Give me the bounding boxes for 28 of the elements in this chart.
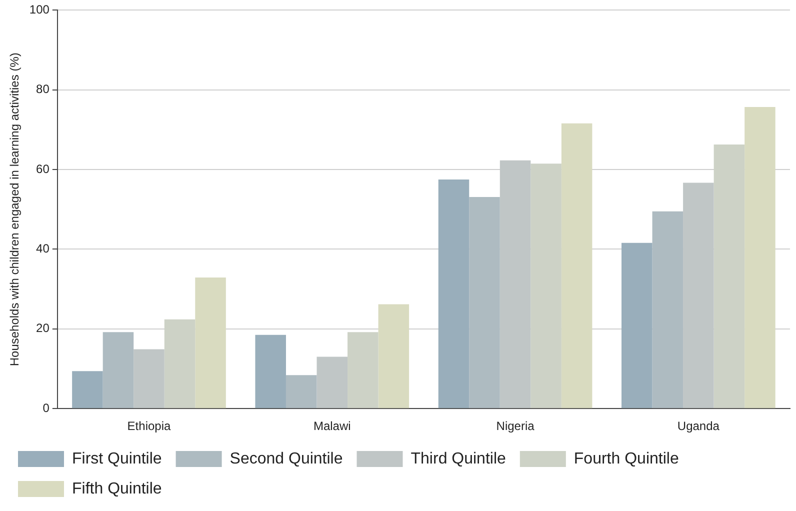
y-axis-title: Households with children engaged in learning activities (%): [8, 52, 22, 366]
bar: [72, 371, 103, 408]
bar: [652, 211, 684, 408]
bar: [622, 242, 652, 408]
legend-label: Third Quintile: [410, 450, 506, 468]
bar: [683, 182, 714, 408]
legend-label: Fifth Quintile: [72, 480, 162, 498]
x-tick-label: Malawi: [313, 419, 351, 434]
y-tick-label: 60: [36, 162, 50, 176]
bar: [286, 375, 317, 408]
x-tick-label: Uganda: [677, 419, 720, 434]
y-tick-label: 20: [36, 321, 50, 336]
x-tick-label: Nigeria: [496, 419, 535, 434]
y-tick-label: 0: [42, 400, 50, 415]
y-tick-label: 100: [29, 2, 50, 17]
y-tick-label: 40: [36, 242, 50, 256]
bar: [438, 180, 470, 408]
bar: [500, 160, 531, 408]
bar: [316, 356, 348, 408]
bar: [255, 334, 286, 408]
bar: [134, 349, 164, 408]
legend-label: Second Quintile: [230, 450, 343, 468]
y-tick-label: 80: [36, 82, 50, 96]
legend-label: Fourth Quintile: [574, 450, 679, 468]
bar: [102, 332, 134, 408]
x-tick-label: Ethiopia: [127, 419, 171, 434]
legend-label: First Quintile: [72, 450, 162, 468]
bar: [469, 197, 500, 408]
